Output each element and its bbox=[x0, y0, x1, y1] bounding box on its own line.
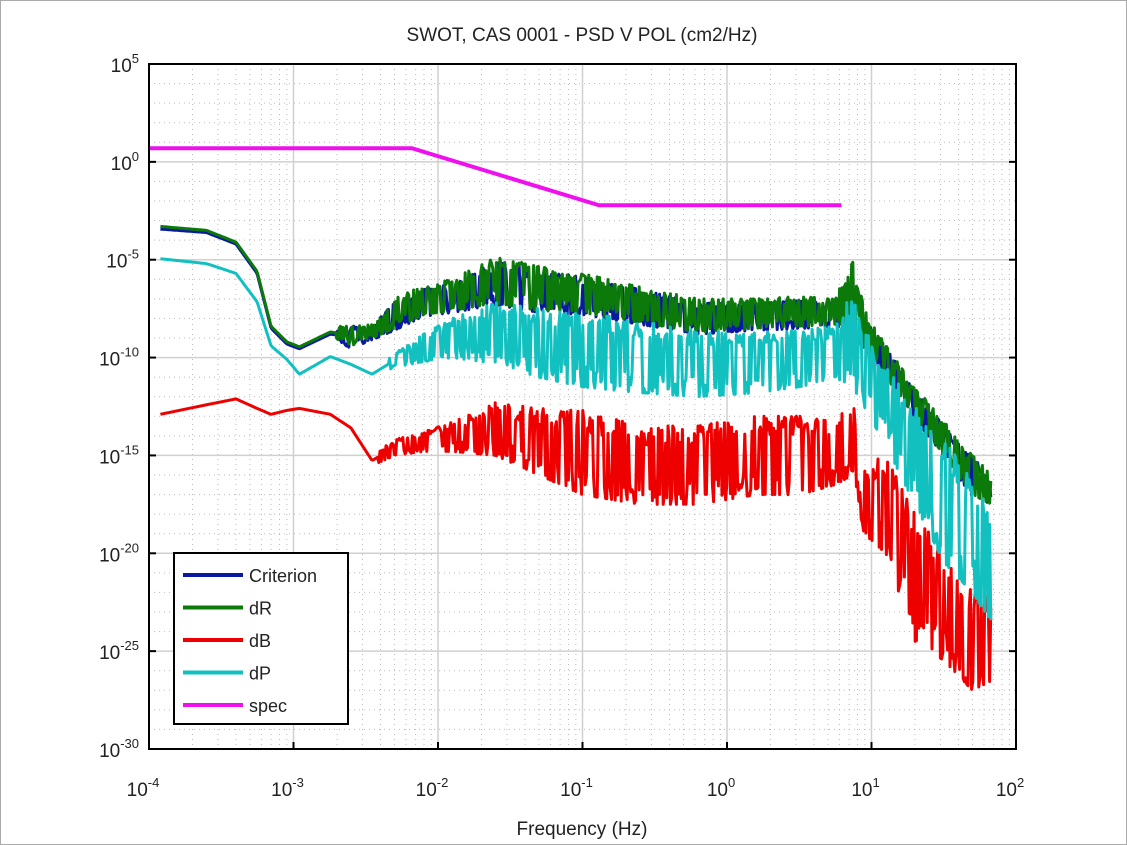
y-tick-label: 10-30 bbox=[99, 736, 139, 762]
series-spec-line bbox=[149, 146, 842, 208]
x-tick-label: 100 bbox=[707, 775, 735, 801]
y-tick-label: 100 bbox=[111, 149, 139, 175]
x-tick-label: 10-2 bbox=[416, 775, 449, 801]
legend-item-spec: spec bbox=[183, 696, 287, 716]
legend-label: dB bbox=[249, 631, 271, 651]
x-tick-label: 101 bbox=[851, 775, 879, 801]
legend-label: dR bbox=[249, 599, 272, 619]
legend-item-criterion: Criterion bbox=[183, 566, 317, 586]
legend-label: spec bbox=[249, 696, 287, 716]
series-db-line bbox=[160, 397, 993, 691]
y-tick-label: 10-25 bbox=[99, 638, 139, 664]
legend-item-dp: dP bbox=[183, 664, 271, 684]
x-tick-label: 10-3 bbox=[271, 775, 304, 801]
series-dp-line bbox=[160, 257, 993, 621]
plot-series bbox=[149, 146, 993, 691]
y-tick-label: 10-15 bbox=[99, 442, 139, 468]
legend-item-db: dB bbox=[183, 631, 271, 651]
x-tick-label: 102 bbox=[996, 775, 1024, 801]
y-tick-label: 10-10 bbox=[99, 345, 139, 371]
legend-item-dr: dR bbox=[183, 599, 272, 619]
y-tick-label: 10-5 bbox=[106, 247, 139, 273]
x-tick-label: 10-1 bbox=[560, 775, 593, 801]
chart-title: SWOT, CAS 0001 - PSD V POL (cm2/Hz) bbox=[407, 25, 758, 46]
y-tick-label: 10-20 bbox=[99, 540, 139, 566]
x-tick-labels: 10-4 10-3 10-2 10-1 100 101 102 bbox=[127, 742, 1024, 801]
x-tick-label: 10-4 bbox=[127, 775, 160, 801]
x-axis-label: Frequency (Hz) bbox=[517, 819, 648, 840]
legend-label: Criterion bbox=[249, 566, 317, 586]
legend-label: dP bbox=[249, 664, 271, 684]
legend: Criterion dR dB dP spec bbox=[173, 552, 349, 725]
y-tick-labels: 105 100 10-5 10-10 10-15 10-20 10-25 10-30 bbox=[99, 51, 1016, 762]
y-tick-label: 105 bbox=[111, 51, 139, 77]
